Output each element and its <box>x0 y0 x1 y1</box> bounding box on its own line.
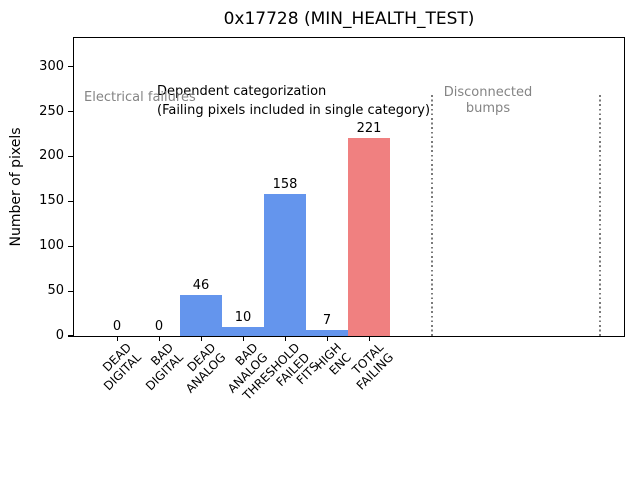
bar <box>180 294 222 336</box>
chart-title: 0x17728 (MIN_HEALTH_TEST) <box>223 9 475 29</box>
bar-value-label: 7 <box>322 312 332 328</box>
bar <box>222 327 264 336</box>
bar-value-label: 221 <box>356 120 382 136</box>
x-tick-mark <box>326 337 328 341</box>
y-tick-mark <box>68 111 73 113</box>
y-tick-mark <box>68 335 73 337</box>
x-tick-mark <box>284 337 286 341</box>
x-tick-mark <box>200 337 202 341</box>
annotation-dependent-categorization: Dependent categorization (Failing pixels… <box>157 84 431 118</box>
bar <box>348 137 390 336</box>
y-tick-label: 0 <box>55 328 64 343</box>
y-tick-mark <box>68 245 73 247</box>
y-tick-label: 200 <box>39 148 64 164</box>
y-tick-label: 300 <box>39 58 64 74</box>
y-tick-label: 150 <box>39 193 64 209</box>
x-tick-mark <box>158 337 160 341</box>
y-tick-label: 250 <box>39 103 64 119</box>
y-tick-mark <box>68 200 73 203</box>
annotation-electrical-failures: Electrical failures <box>84 90 196 105</box>
x-tick-mark <box>242 337 244 341</box>
dotted-divider-right <box>599 95 601 336</box>
bar-value-label: 0 <box>112 319 122 334</box>
y-tick-mark <box>68 155 73 158</box>
bar-value-label: 46 <box>192 277 210 293</box>
bar <box>264 194 306 336</box>
bar-value-label: 0 <box>154 319 164 334</box>
y-tick-label: 100 <box>39 238 64 254</box>
bar-value-label: 10 <box>234 310 252 325</box>
x-tick-label: DEAD DIGITAL <box>100 340 144 393</box>
x-tick-mark <box>368 337 370 341</box>
annotation-disconnected-bumps: Disconnected bumps <box>443 85 533 116</box>
bar <box>306 329 348 336</box>
y-tick-mark <box>68 290 73 292</box>
plot-area: Dependent categorization (Failing pixels… <box>73 37 625 337</box>
y-tick-label: 50 <box>47 283 64 299</box>
x-tick-label: BAD DIGITAL <box>142 340 186 393</box>
dotted-divider-left <box>431 95 433 336</box>
y-axis-label: Number of pixels <box>8 127 24 247</box>
x-tick-label: DEAD ANALOG <box>182 340 228 396</box>
y-tick-mark <box>68 66 73 68</box>
bar-value-label: 158 <box>272 177 298 193</box>
x-tick-label: TOTAL FAILING <box>349 340 396 393</box>
x-tick-mark <box>116 337 118 341</box>
